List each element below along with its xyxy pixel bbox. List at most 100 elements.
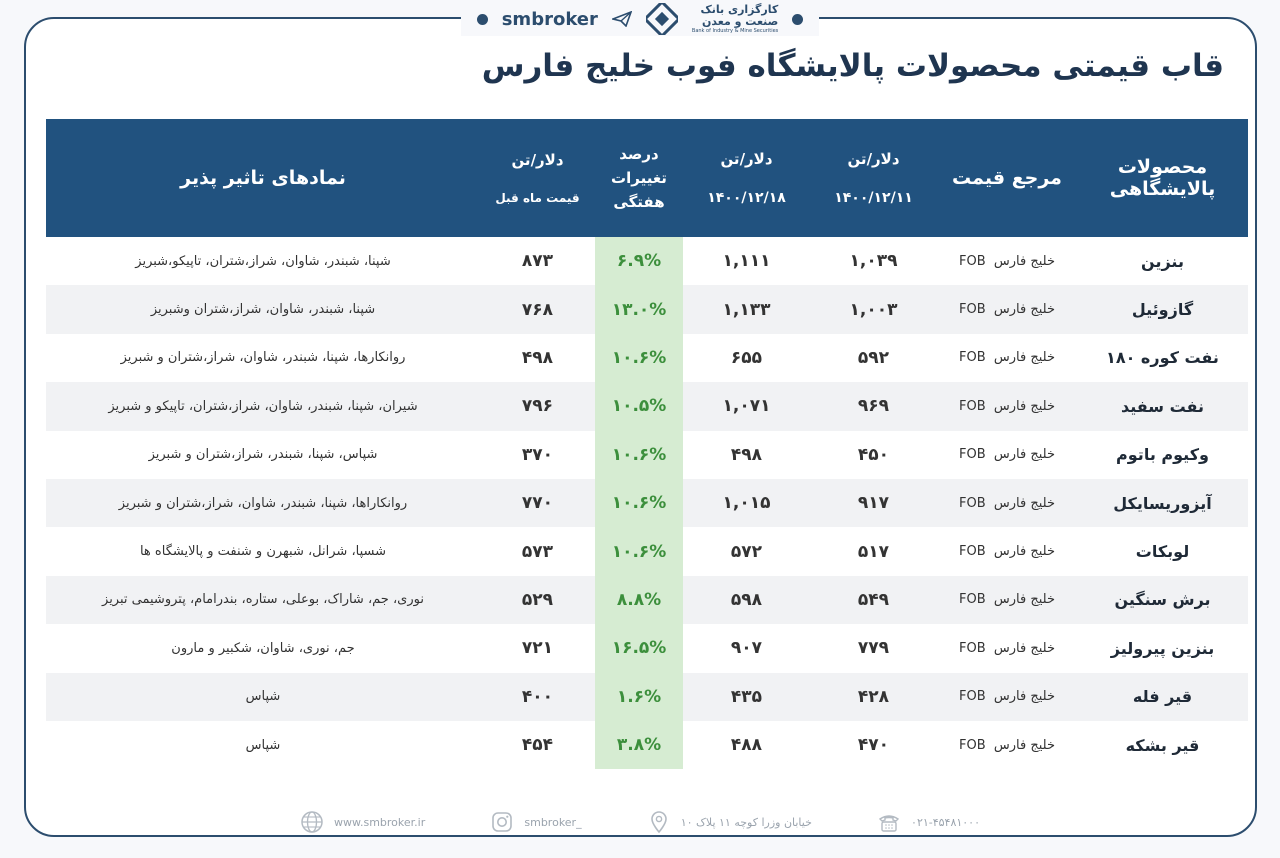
ref-code: FOB — [958, 447, 986, 463]
table-row: گازوئیل خلیج فارس FOB ۱,۰۰۳ ۱,۱۳۳ ۱۳.۰% … — [46, 285, 1248, 334]
cell-reference: خلیج فارس FOB — [937, 285, 1077, 333]
ref-name: خلیج فارس — [993, 544, 1055, 560]
location-icon — [650, 811, 667, 834]
cell-price2: ۶۵۵ — [730, 347, 763, 368]
cell-symbols: شپاس — [245, 737, 281, 753]
header-price1-unit: دلار/تن — [847, 150, 900, 168]
brand-group: smbroker کارگزاری بانک صنعت و معدن Bank … — [460, 2, 820, 36]
cell-reference: خلیج فارس FOB — [937, 673, 1077, 721]
cell-prev: ۵۲۹ — [521, 589, 554, 610]
ref-name: خلیج فارس — [993, 398, 1055, 414]
cell-reference: خلیج فارس FOB — [937, 527, 1077, 575]
header-prev: دلار/تن قیمت ماه قبل — [480, 119, 595, 237]
table-header-row: محصولات پالایشگاهی مرجع قیمت دلار/تن ۱۴۰… — [46, 119, 1248, 237]
cell-price1: ۴۵۰ — [857, 444, 890, 465]
table-row: قیر فله خلیج فارس FOB ۴۲۸ ۴۳۵ ۱.۶% ۴۰۰ ش… — [46, 672, 1248, 721]
cell-product: نفت کوره ۱۸۰ — [1106, 348, 1219, 368]
ref-name: خلیج فارس — [993, 689, 1055, 705]
cell-reference: خلیج فارس FOB — [937, 334, 1077, 382]
cell-symbols: شپنا، شبندر، شاوان، شراز،شتران وشبریز — [150, 302, 376, 318]
cell-reference: خلیج فارس FOB — [937, 382, 1077, 430]
table-row: نفت کوره ۱۸۰ خلیج فارس FOB ۵۹۲ ۶۵۵ ۱۰.۶%… — [46, 333, 1248, 383]
table-row: وکیوم باتوم خلیج فارس FOB ۴۵۰ ۴۹۸ ۱۰.۶% … — [46, 430, 1248, 479]
cell-price2: ۴۹۸ — [730, 444, 763, 465]
header-prev-unit: دلار/تن — [511, 151, 564, 169]
cell-price2: ۵۷۲ — [730, 541, 763, 562]
cell-price1: ۹۶۹ — [857, 396, 890, 417]
header-change-line1: درصد — [619, 145, 659, 163]
header-price2-unit: دلار/تن — [720, 150, 773, 168]
cell-symbols: شپنا، شبندر، شاوان، شراز،شتران، تاپیکو،ش… — [135, 253, 391, 269]
footer-website-text: www.smbroker.ir — [334, 815, 426, 829]
cell-price2: ۱,۰۷۱ — [722, 396, 771, 417]
ref-code: FOB — [958, 689, 986, 705]
cell-product: قیر بشکه — [1125, 735, 1200, 755]
header-reference: مرجع قیمت — [952, 167, 1062, 189]
left-dot — [476, 13, 488, 25]
cell-symbols: روانکارها، شپنا، شبندر، شاوان، شراز،شترا… — [120, 350, 406, 366]
cell-price2: ۱,۰۱۵ — [722, 493, 771, 514]
header-change-line3: هفتگی — [613, 193, 665, 211]
table-row: لوبکات خلیج فارس FOB ۵۱۷ ۵۷۲ ۱۰.۶% ۵۷۳ ش… — [46, 527, 1248, 576]
footer-address: خیابان وزرا کوچه ۱۱ پلاک ۱۰ — [647, 810, 812, 834]
cell-change: ۱.۶% — [595, 672, 683, 721]
cell-symbols: جم، نوری، شاوان، شکبیر و مارون — [171, 640, 355, 656]
ref-name: خلیج فارس — [993, 350, 1055, 366]
cell-price1: ۵۹۲ — [857, 347, 890, 368]
cell-price2: ۹۰۷ — [730, 638, 763, 659]
cell-prev: ۴۵۴ — [521, 735, 554, 756]
instagram-icon — [492, 812, 513, 832]
cell-prev: ۷۹۶ — [521, 396, 554, 417]
cell-product: قیر فله — [1132, 687, 1193, 707]
cell-product: بنزین — [1141, 251, 1184, 271]
cell-change: ۱۰.۵% — [595, 382, 683, 431]
cell-price1: ۴۷۰ — [857, 735, 890, 756]
cell-price1: ۱,۰۳۹ — [849, 251, 898, 272]
footer-website[interactable]: www.smbroker.ir — [300, 810, 425, 834]
table-row: بنزین خلیج فارس FOB ۱,۰۳۹ ۱,۱۱۱ ۶.۹% ۸۷۳… — [46, 237, 1248, 286]
cell-change: ۱۰.۶% — [595, 430, 683, 479]
header-change-line2: تغییرات — [611, 169, 667, 187]
globe-icon — [301, 811, 323, 833]
ref-code: FOB — [958, 302, 986, 318]
footer-phone-text: ۰۲۱-۴۵۴۸۱۰۰۰ — [911, 815, 980, 829]
cell-price2: ۱,۱۳۳ — [722, 299, 771, 320]
logo-icon — [645, 3, 678, 35]
cell-prev: ۵۷۳ — [521, 541, 554, 562]
cell-change: ۱۶.۵% — [595, 624, 683, 673]
cell-price2: ۱,۱۱۱ — [722, 251, 771, 272]
header-price2-date: ۱۴۰۰/۱۲/۱۸ — [707, 190, 786, 206]
cell-price1: ۱,۰۰۳ — [849, 299, 898, 320]
header-price1-date: ۱۴۰۰/۱۲/۱۱ — [834, 190, 913, 206]
cell-reference: خلیج فارس FOB — [937, 576, 1077, 624]
table-row: قیر بشکه خلیج فارس FOB ۴۷۰ ۴۸۸ ۳.۸% ۴۵۴ … — [46, 720, 1248, 770]
ref-code: FOB — [958, 592, 986, 608]
cell-change: ۱۰.۶% — [595, 527, 683, 576]
cell-prev: ۴۹۸ — [521, 347, 554, 368]
footer-instagram[interactable]: smbroker_ — [490, 810, 582, 834]
cell-product: وکیوم باتوم — [1116, 445, 1209, 465]
cell-prev: ۷۷۰ — [521, 493, 554, 514]
cell-change: ۸.۸% — [595, 575, 683, 625]
cell-change: ۳.۸% — [595, 720, 683, 770]
plane-icon — [611, 11, 632, 27]
cell-symbols: شپاس، شپنا، شبندر، شراز،شتران و شبریز — [148, 447, 378, 463]
top-brand-bar: smbroker کارگزاری بانک صنعت و معدن Bank … — [0, 2, 1280, 36]
cell-price1: ۹۱۷ — [857, 493, 890, 514]
cell-reference: خلیج فارس FOB — [937, 479, 1077, 527]
cell-reference: خلیج فارس FOB — [937, 721, 1077, 769]
cell-symbols: شپاس — [245, 689, 281, 705]
ref-name: خلیج فارس — [993, 592, 1055, 608]
footer-bar: www.smbroker.ir smbroker_ خیابان وزرا کو… — [300, 808, 980, 836]
table-row: برش سنگین خلیج فارس FOB ۵۴۹ ۵۹۸ ۸.۸% ۵۲۹… — [46, 575, 1248, 625]
brand-name: smbroker — [501, 8, 598, 30]
cell-product: آیزوریسایکل — [1113, 493, 1212, 513]
footer-phone[interactable]: ۰۲۱-۴۵۴۸۱۰۰۰ — [877, 810, 980, 834]
cell-symbols: شیران، شپنا، شبندر، شاوان، شراز،شتران، ت… — [108, 398, 418, 414]
footer-address-text: خیابان وزرا کوچه ۱۱ پلاک ۱۰ — [680, 815, 812, 829]
table-body: بنزین خلیج فارس FOB ۱,۰۳۹ ۱,۱۱۱ ۶.۹% ۸۷۳… — [46, 237, 1248, 770]
ref-code: FOB — [958, 398, 986, 414]
ref-name: خلیج فارس — [993, 253, 1055, 269]
cell-symbols: شسپا، شرانل، شبهرن و شنفت و پالایشگاه ها — [139, 544, 387, 560]
header-symbols: نمادهای تاثیر پذیر — [180, 167, 346, 189]
